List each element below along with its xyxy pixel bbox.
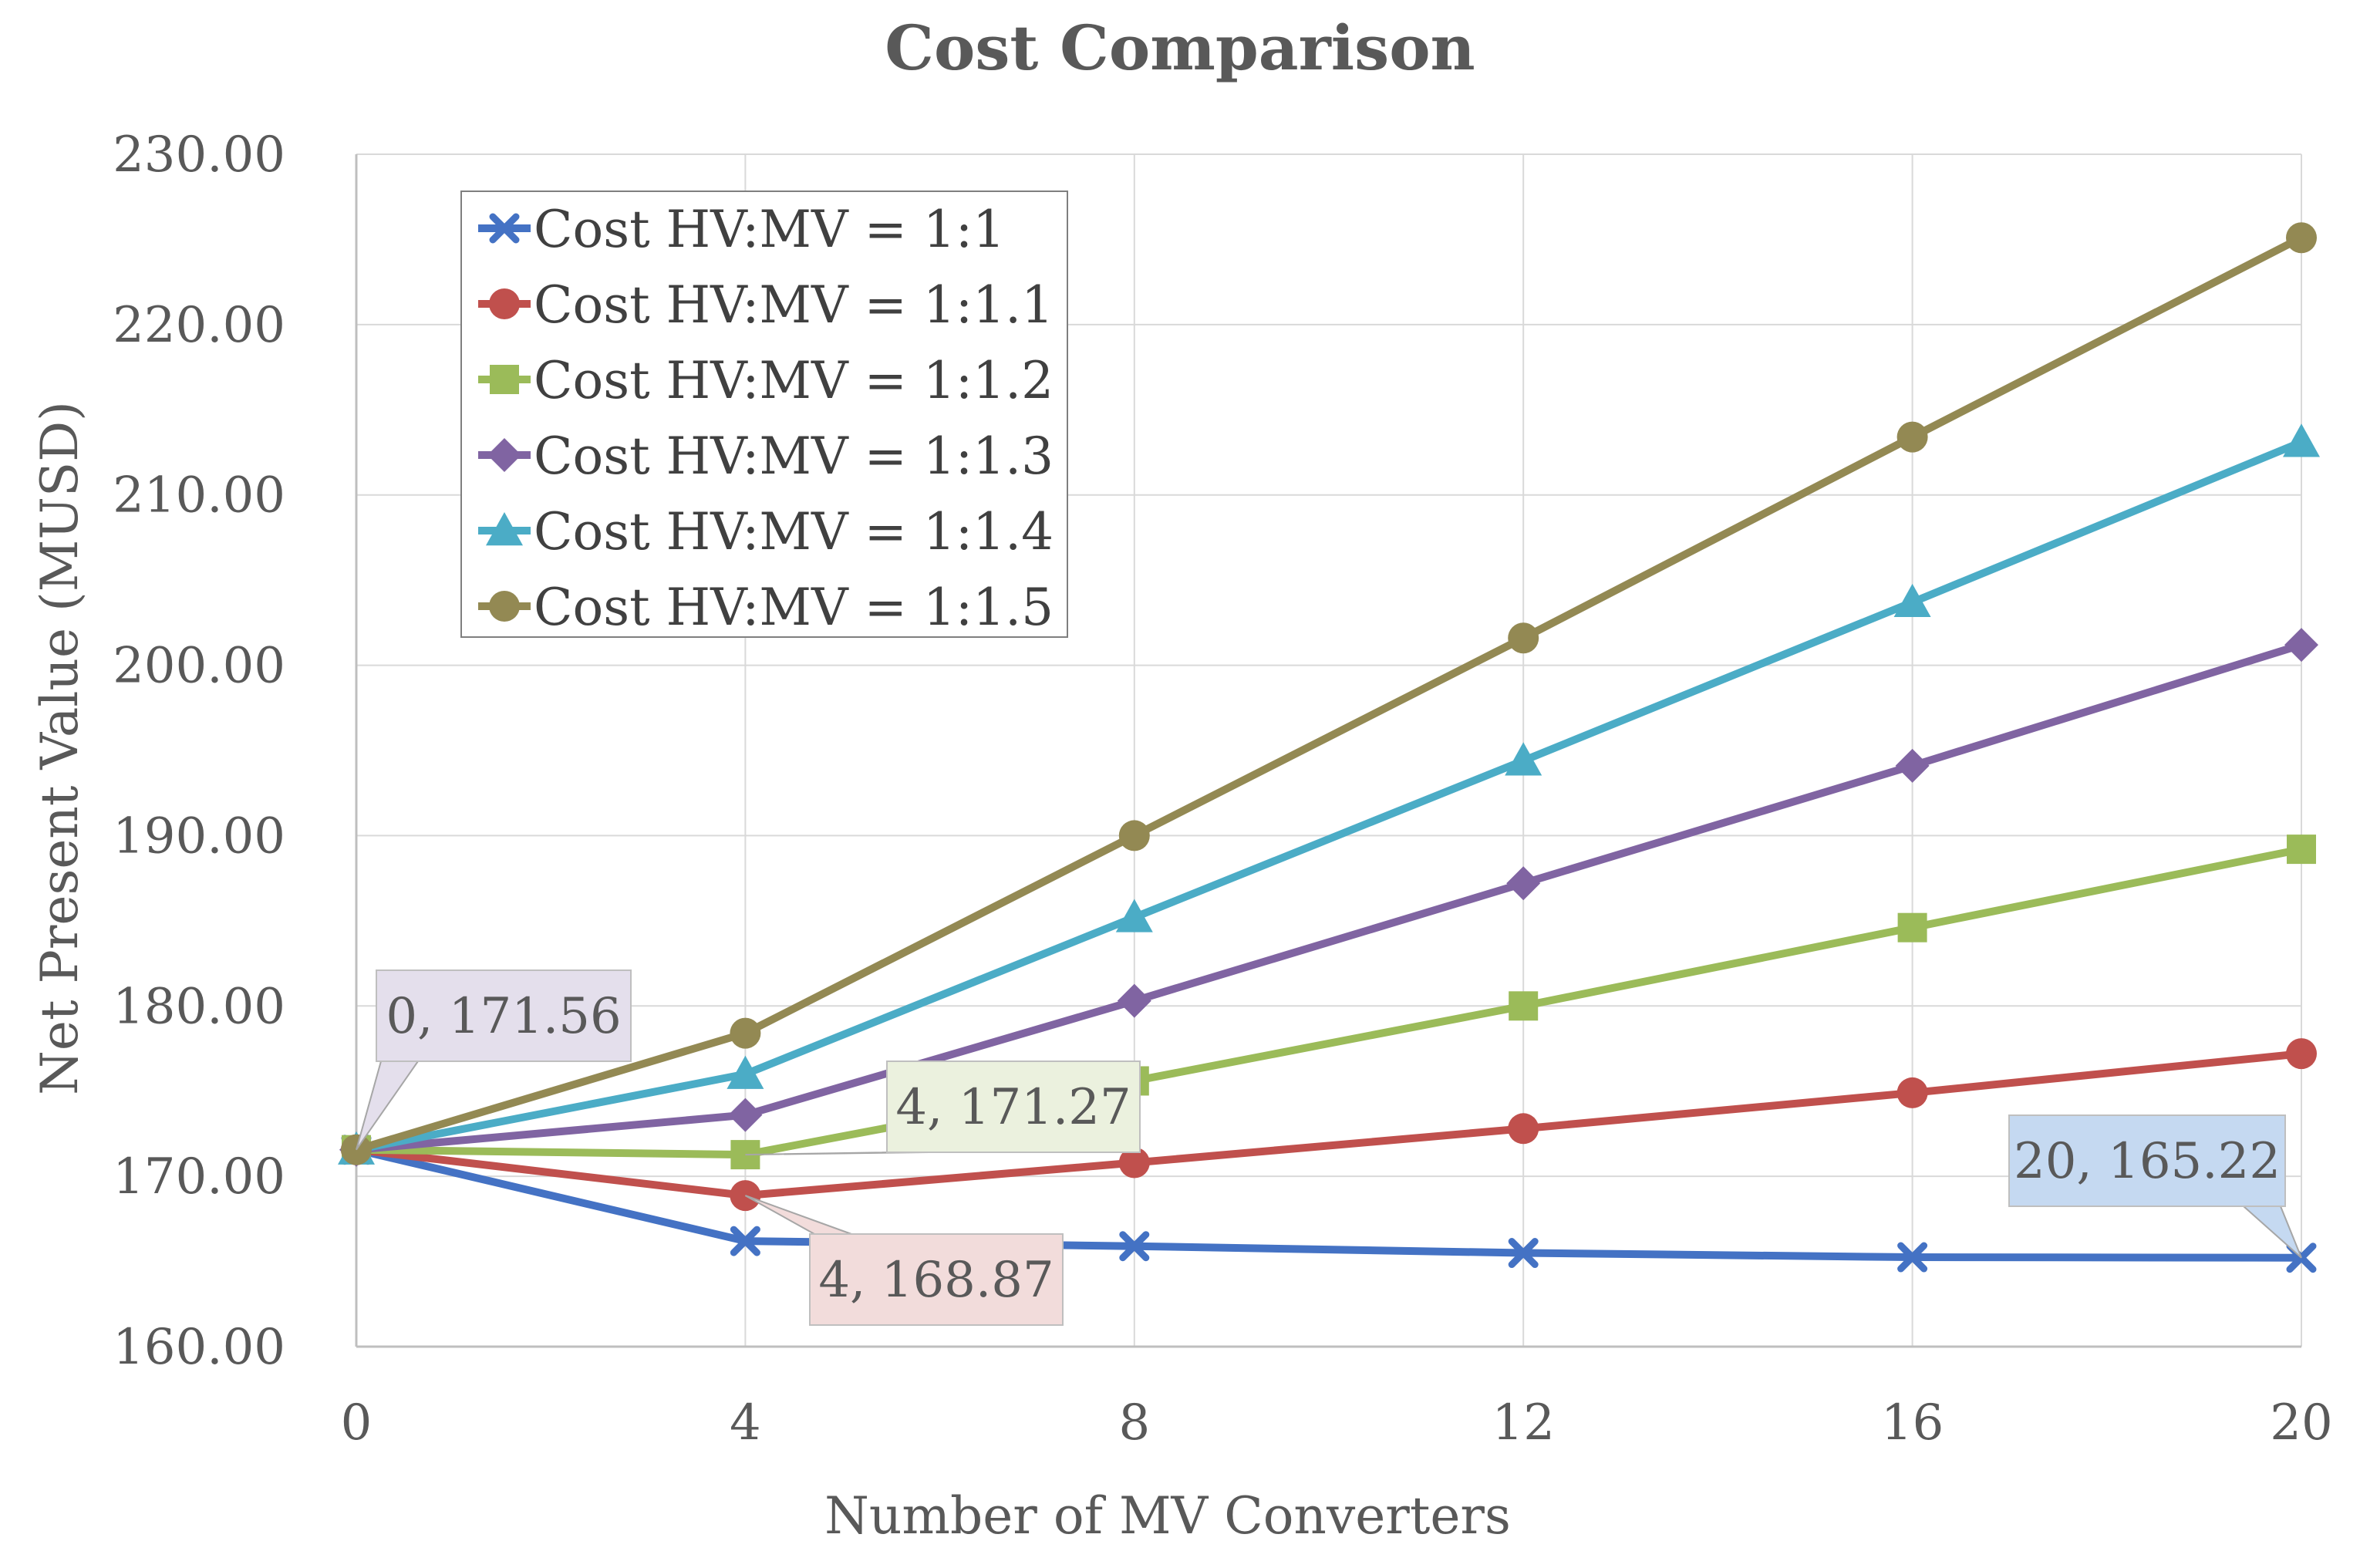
series-2-line (352, 1050, 2305, 1200)
data-label-text: 4, 171.27 (895, 1079, 1131, 1136)
y-tick-label: 230.00 (113, 126, 285, 184)
data-label-callout: 4, 171.27 (745, 1061, 1141, 1156)
data-label-box (809, 1233, 1064, 1326)
series-1-point-stroke (1508, 1238, 1539, 1269)
legend-entry: Cost HV:MV = 1:1.4 (478, 502, 1054, 561)
series-3-point (1509, 991, 1539, 1021)
legend-entry: Cost HV:MV = 1:1.3 (478, 427, 1054, 486)
legend-label: Cost HV:MV = 1:1 (534, 200, 1005, 259)
series-1-point (1508, 1238, 1539, 1269)
series-2-point (1118, 1147, 1150, 1179)
series-4-point (2284, 628, 2318, 663)
series-5-line (352, 438, 2305, 1154)
legend-swatch-marker (487, 438, 521, 472)
series-5-point (1893, 583, 1931, 618)
y-tick-label: 220.00 (113, 297, 285, 354)
x-tick-label: 4 (730, 1394, 761, 1452)
series-6 (341, 222, 2317, 1165)
data-label-box (376, 969, 632, 1062)
series-1-point-stroke (1897, 1242, 1928, 1273)
series-6-line (352, 234, 2305, 1154)
series-6-point (2286, 222, 2317, 254)
x-tick-label: 16 (1881, 1394, 1944, 1452)
series-1-point-stroke (730, 1226, 760, 1256)
legend: Cost HV:MV = 1:1 Cost HV:MV = 1:1.1 Cost H… (460, 191, 1068, 638)
chart-title: Cost Comparison (885, 12, 1475, 84)
series-6-point (1118, 820, 1150, 851)
legend-label: Cost HV:MV = 1:1.2 (534, 351, 1054, 410)
legend-swatch-marker (489, 591, 520, 622)
series-4-line (352, 641, 2305, 1154)
series-layer (338, 222, 2320, 1273)
y-axis-title: Net Present Value (MUSD) (30, 401, 89, 1095)
legend-swatch-marker (486, 512, 523, 546)
axes: 160.00 170.00 180.00 190.00 200.00 210.00 220.… (113, 126, 2333, 1452)
data-label-text: 20, 165.22 (2014, 1133, 2281, 1190)
x-tick-label: 8 (1118, 1394, 1150, 1452)
y-tick-label: 180.00 (113, 978, 285, 1035)
legend-entry: Cost HV:MV = 1:1.2 (478, 351, 1054, 410)
y-tick-label: 210.00 (113, 467, 285, 524)
series-3-point (2287, 835, 2316, 865)
y-tick-label: 170.00 (113, 1148, 285, 1206)
legend-box (460, 191, 1068, 638)
series-5-point (727, 1055, 764, 1089)
series-5-point (1115, 899, 1153, 932)
data-labels: 0, 171.56 4, 171.27 4, 168.87 20, 165.22 (356, 969, 2302, 1326)
series-4-point (1117, 983, 1151, 1018)
series-1-line (352, 1145, 2305, 1262)
legend-entry: Cost HV:MV = 1:1 (478, 200, 1005, 259)
series-5-point (1505, 742, 1542, 776)
series-5-point (2283, 423, 2320, 457)
series-4-point (1506, 866, 1541, 901)
legend-label: Cost HV:MV = 1:1.1 (534, 275, 1054, 335)
legend-label: Cost HV:MV = 1:1.5 (534, 578, 1054, 637)
legend-swatch-marker (490, 365, 519, 394)
series-2-point (1508, 1113, 1539, 1145)
x-tick-label: 12 (1492, 1394, 1554, 1452)
data-label-callout: 0, 171.56 (356, 969, 632, 1151)
series-4-point (1895, 748, 1930, 783)
y-tick-label: 200.00 (113, 638, 285, 695)
y-tick-label: 160.00 (113, 1319, 285, 1376)
legend-swatch-marker-stroke (489, 213, 520, 244)
legend-swatch-marker (489, 213, 520, 244)
data-label-box (2008, 1114, 2286, 1207)
series-1-point (1119, 1231, 1150, 1262)
y-tick-label: 190.00 (113, 808, 285, 865)
series-2-point (1896, 1077, 1928, 1108)
series-1-point-stroke (1119, 1231, 1150, 1262)
x-tick-label: 20 (2270, 1394, 2332, 1452)
legend-entry: Cost HV:MV = 1:1.5 (478, 578, 1054, 637)
data-label-text: 4, 168.87 (818, 1252, 1054, 1309)
series-6-point (730, 1017, 761, 1049)
legend-swatch-marker (489, 288, 520, 319)
x-tick-label: 0 (341, 1394, 373, 1452)
series-1-point (1897, 1242, 1928, 1273)
legend-entry: Cost HV:MV = 1:1.1 (478, 275, 1054, 335)
series-6-point (1508, 622, 1539, 654)
series-4-point (728, 1098, 763, 1132)
data-label-callout: 20, 165.22 (2008, 1114, 2302, 1259)
series-3-point (1897, 912, 1927, 942)
series-6-point (1896, 421, 1928, 453)
data-label-text: 0, 171.56 (386, 988, 621, 1045)
data-label-box (886, 1061, 1141, 1153)
legend-label: Cost HV:MV = 1:1.4 (534, 502, 1054, 561)
x-axis-title: Number of MV Converters (824, 1486, 1511, 1546)
series-3-line (352, 845, 2305, 1159)
data-label-callout: 4, 168.87 (744, 1195, 1064, 1326)
legend-label: Cost HV:MV = 1:1.3 (534, 427, 1054, 486)
series-1-point (730, 1226, 760, 1256)
series-2-point (2286, 1038, 2317, 1070)
